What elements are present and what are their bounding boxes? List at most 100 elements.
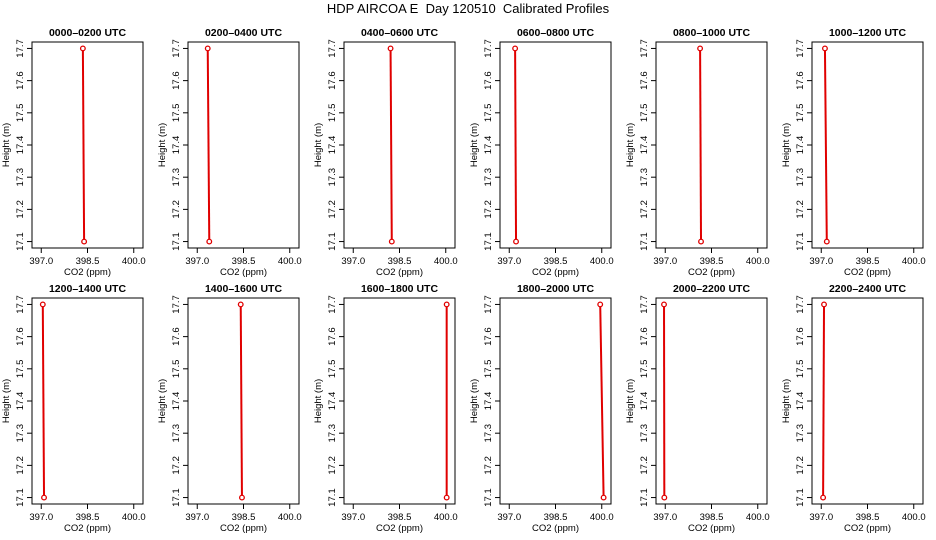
y-tick-label: 17.5 [15, 360, 26, 379]
x-axis-label: CO2 (ppm) [376, 523, 423, 534]
y-tick-label: 17.7 [15, 39, 26, 58]
y-tick-label: 17.2 [327, 200, 338, 219]
y-tick-label: 17.7 [795, 39, 806, 58]
x-axis-label: CO2 (ppm) [64, 267, 111, 278]
x-axis-label: CO2 (ppm) [532, 523, 579, 534]
y-axis-label: Height (m) [625, 379, 636, 423]
x-tick-label: 400.0 [902, 256, 926, 267]
x-tick-label: 398.5 [232, 512, 256, 523]
y-tick-label: 17.6 [795, 327, 806, 346]
y-tick-label: 17.7 [795, 295, 806, 314]
y-tick-label: 17.3 [639, 424, 650, 443]
profile-line [239, 304, 243, 498]
x-axis-label: CO2 (ppm) [688, 523, 735, 534]
x-axis-label: CO2 (ppm) [376, 267, 423, 278]
y-tick-label: 17.6 [639, 71, 650, 90]
y-tick-label: 17.7 [15, 295, 26, 314]
x-tick-label: 397.0 [497, 256, 521, 267]
y-tick-label: 17.3 [327, 168, 338, 187]
x-tick-label: 400.0 [434, 256, 458, 267]
profile-line [389, 48, 393, 242]
y-axis-label: Height (m) [1, 123, 12, 167]
y-tick-label: 17.4 [15, 136, 26, 155]
y-axis-label: Height (m) [313, 379, 324, 423]
profile-line [599, 304, 605, 498]
x-axis-label: CO2 (ppm) [844, 523, 891, 534]
data-point [822, 45, 828, 52]
y-tick-label: 17.3 [171, 424, 182, 443]
panel-title: 1600–1800 UTC [361, 283, 438, 295]
x-tick-label: 398.5 [856, 256, 880, 267]
x-tick-label: 398.5 [700, 256, 724, 267]
x-tick-label: 398.5 [388, 512, 412, 523]
profile-panel: 1800–2000 UTC 397.0 398.5 400.0 17.1 17.2 17.3… [469, 283, 614, 534]
y-tick-label: 17.3 [15, 424, 26, 443]
y-axis-label: Height (m) [781, 123, 792, 167]
data-point [237, 301, 244, 308]
y-tick-label: 17.2 [15, 456, 26, 475]
panel-title: 2200–2400 UTC [829, 283, 906, 295]
y-axis-label: Height (m) [625, 123, 636, 167]
y-tick-label: 17.4 [171, 136, 182, 155]
y-tick-label: 17.5 [639, 104, 650, 123]
y-tick-label: 17.1 [15, 488, 26, 507]
data-point [387, 45, 394, 52]
y-axis-label: Height (m) [157, 123, 168, 167]
data-point [443, 301, 450, 308]
panel-title: 1800–2000 UTC [517, 283, 594, 295]
x-tick-label: 398.5 [388, 256, 412, 267]
data-point [206, 238, 213, 245]
y-tick-label: 17.3 [171, 168, 182, 187]
panel-title: 1400–1600 UTC [205, 283, 282, 295]
y-tick-label: 17.3 [795, 168, 806, 187]
y-tick-label: 17.2 [327, 456, 338, 475]
profile-panel: 1400–1600 UTC 397.0 398.5 400.0 17.1 17.2 17.3… [157, 283, 302, 534]
x-axis-label: CO2 (ppm) [532, 267, 579, 278]
x-tick-label: 397.0 [809, 512, 833, 523]
y-tick-label: 17.6 [327, 71, 338, 90]
plot-frame [655, 41, 768, 249]
y-tick-label: 17.6 [15, 71, 26, 90]
profile-line [699, 48, 703, 242]
x-tick-label: 397.0 [29, 512, 53, 523]
x-tick-label: 397.0 [497, 512, 521, 523]
x-tick-label: 398.5 [856, 512, 880, 523]
profile-line [514, 48, 518, 242]
data-point [823, 238, 830, 245]
y-tick-label: 17.7 [639, 39, 650, 58]
y-tick-label: 17.6 [15, 327, 26, 346]
profile-panel: 1200–1400 UTC 397.0 398.5 400.0 17.1 17.2 17.3… [1, 283, 146, 534]
y-tick-label: 17.2 [639, 456, 650, 475]
y-tick-label: 17.2 [795, 456, 806, 475]
y-tick-label: 17.1 [171, 232, 182, 251]
panel-title: 1200–1400 UTC [49, 283, 126, 295]
x-tick-label: 398.5 [76, 256, 100, 267]
panel-title: 0600–0800 UTC [517, 27, 594, 39]
plot-frame [343, 297, 456, 505]
y-tick-label: 17.3 [483, 424, 494, 443]
y-tick-label: 17.1 [639, 232, 650, 251]
data-point [597, 301, 604, 308]
y-tick-label: 17.4 [483, 392, 494, 411]
panel-title: 0000–0200 UTC [49, 27, 126, 39]
data-point [512, 45, 519, 52]
y-tick-label: 17.1 [795, 488, 806, 507]
x-tick-label: 397.0 [653, 256, 677, 267]
plot-frame [187, 41, 300, 249]
y-axis-label: Height (m) [781, 379, 792, 423]
y-tick-label: 17.3 [483, 168, 494, 187]
y-tick-label: 17.1 [483, 232, 494, 251]
panel-title: 0400–0600 UTC [361, 27, 438, 39]
y-tick-label: 17.1 [639, 488, 650, 507]
profile-panel: 2000–2200 UTC 397.0 398.5 400.0 17.1 17.2 17.3… [625, 283, 770, 534]
profile-line [823, 48, 828, 242]
data-point [388, 238, 395, 245]
profile-line [206, 48, 211, 242]
y-tick-label: 17.6 [483, 327, 494, 346]
y-tick-label: 17.7 [483, 39, 494, 58]
panel-title: 1000–1200 UTC [829, 27, 906, 39]
y-axis-label: Height (m) [1, 379, 12, 423]
y-tick-label: 17.1 [795, 232, 806, 251]
data-point [821, 301, 827, 308]
